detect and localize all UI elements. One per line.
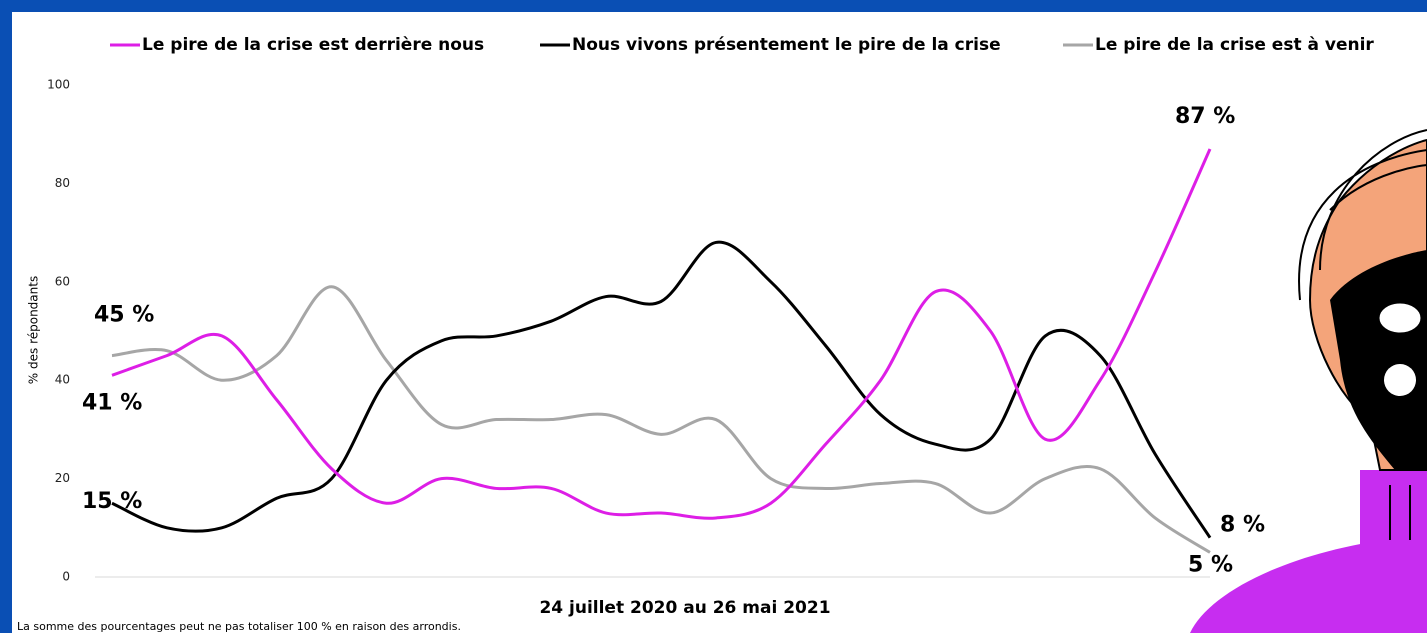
legend-label: Nous vivons présentement le pire de la c… [572, 35, 1001, 55]
axis-title-x: 24 juillet 2020 au 26 mai 2021 [539, 598, 830, 618]
chart: 0 20 40 60 80 100 % des répondants 24 juillet… [0, 0, 1427, 633]
footnote: La somme des pourcentages peut ne pas to… [17, 620, 461, 633]
data-label: 5 % [1188, 552, 1233, 577]
page: 0 20 40 60 80 100 % des répondants 24 juillet… [0, 0, 1427, 633]
axis-title-y: % des répondants [27, 276, 41, 384]
legend-label: Le pire de la crise est derrière nous [142, 35, 484, 55]
y-tick-label: 0 [62, 570, 70, 584]
data-label: 41 % [82, 390, 142, 415]
legend-label: Le pire de la crise est à venir [1095, 35, 1374, 55]
eye [1378, 302, 1422, 334]
y-tick-label: 40 [55, 373, 70, 387]
data-label: 87 % [1175, 104, 1235, 129]
data-label: 15 % [82, 489, 142, 514]
data-label: 45 % [94, 303, 154, 328]
y-tick-label: 60 [55, 274, 70, 288]
y-tick-label: 80 [55, 176, 70, 190]
y-tick-label: 20 [55, 471, 70, 485]
mask-flower [1384, 364, 1416, 396]
collar [1360, 470, 1427, 548]
data-label: 8 % [1220, 513, 1265, 538]
y-tick-label: 100 [47, 78, 70, 92]
